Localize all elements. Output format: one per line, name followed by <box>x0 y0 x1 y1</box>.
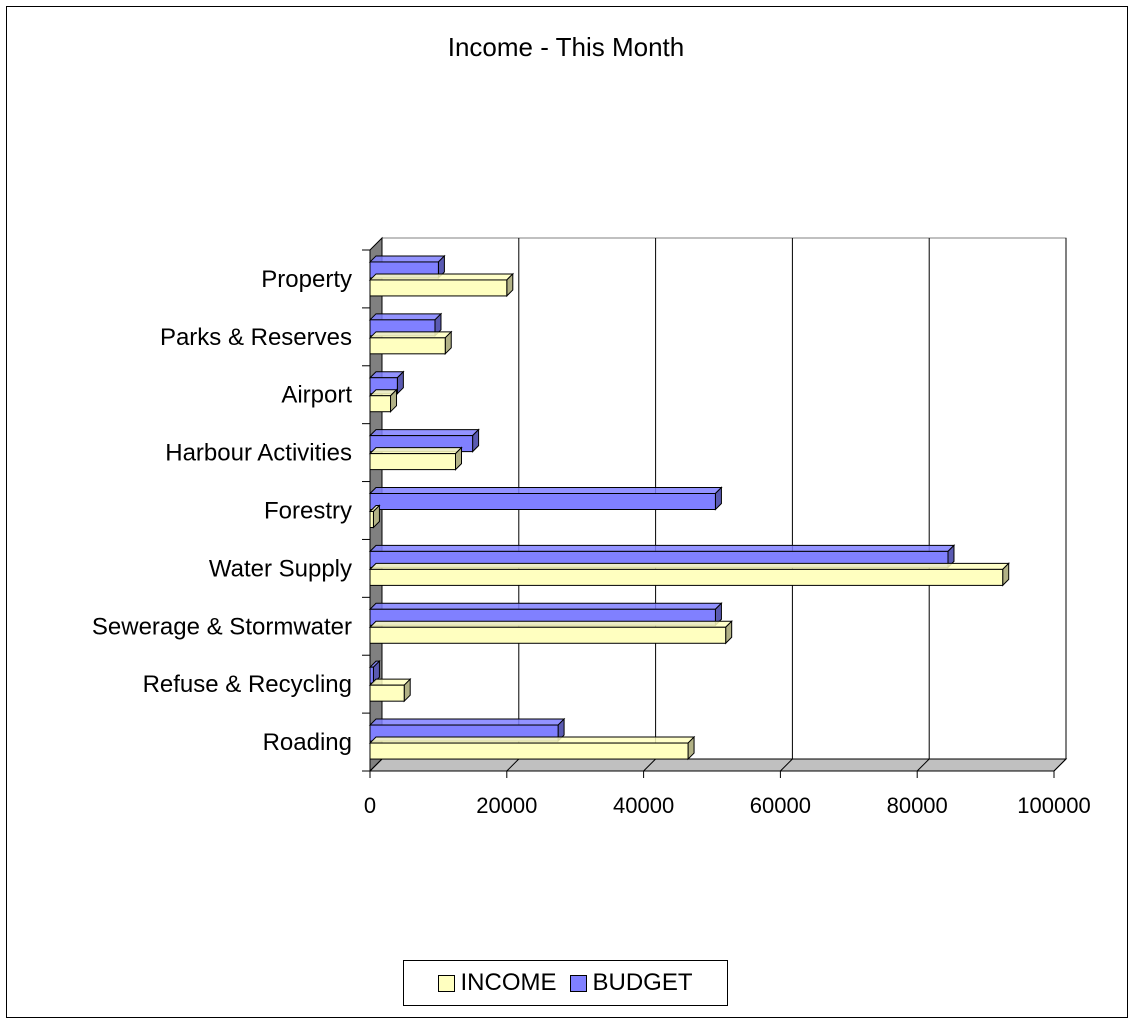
category-label: Water Supply <box>209 555 352 582</box>
bar-income <box>368 562 1010 587</box>
bar-income <box>368 388 398 413</box>
bar-budget-top <box>368 429 480 437</box>
bar-income-top <box>368 736 696 744</box>
bar-income-top <box>368 331 453 339</box>
category-label: Harbour Activities <box>165 440 352 467</box>
bar-income-top <box>368 447 463 455</box>
bar-budget-top <box>368 718 566 726</box>
bar-income <box>368 677 412 703</box>
floor-gridline <box>1053 758 1067 772</box>
chart-title: Income - This Month <box>447 32 685 62</box>
bar-income-front <box>369 395 392 413</box>
bar-income-front <box>369 453 456 471</box>
bar-budget-front <box>369 493 716 510</box>
floor-gridline <box>369 758 383 772</box>
bar-income <box>368 446 463 471</box>
bar-income-top <box>368 562 1010 570</box>
bar-income-top <box>368 273 515 281</box>
x-tick-label: 60000 <box>750 793 811 818</box>
category-label: Roading <box>263 729 352 756</box>
bar-income-front <box>369 337 446 355</box>
legend-label-budget: BUDGET <box>592 969 693 996</box>
bar-budget-top <box>368 544 956 552</box>
bar-budget <box>368 370 405 395</box>
legend-swatch-income <box>438 974 456 992</box>
bar-budget-front <box>369 666 374 684</box>
category-label: Property <box>261 266 352 293</box>
bar-income <box>368 272 515 298</box>
x-tick-label: 0 <box>364 793 376 818</box>
legend-item-budget: BUDGET <box>570 969 693 997</box>
bar-income <box>368 620 733 645</box>
floor-gridline <box>780 758 793 772</box>
legend-swatch-budget <box>570 974 588 992</box>
category-label: Sewerage & Stormwater <box>92 613 352 640</box>
bar-income <box>368 330 453 356</box>
x-tick-label: 100000 <box>1017 793 1090 818</box>
bar-income-front <box>369 568 1004 586</box>
category-label: Airport <box>281 382 352 409</box>
bar-income-top <box>368 678 412 686</box>
x-tick-label: 20000 <box>476 793 537 818</box>
x-tick-label: 40000 <box>613 793 674 818</box>
bar-income-front <box>369 626 727 644</box>
floor-gridline <box>643 758 656 772</box>
bar-income-top <box>368 620 733 628</box>
legend-label-income: INCOME <box>460 969 557 996</box>
bar-budget <box>368 486 723 511</box>
floor-gridline <box>506 758 520 772</box>
category-label: Refuse & Recycling <box>143 671 352 698</box>
bar-income-front <box>369 279 508 297</box>
x-tick-label: 80000 <box>887 793 948 818</box>
bar-budget <box>368 659 381 685</box>
bar-budget-top <box>368 255 446 263</box>
bar-budget-top <box>368 487 723 494</box>
bar-income <box>368 504 381 529</box>
bar-budget-top <box>368 313 443 321</box>
floor-gridline <box>916 758 930 772</box>
bar-income-front <box>369 684 405 702</box>
plot-floor <box>368 758 1068 772</box>
bar-income-front <box>369 511 374 528</box>
legend-item-income: INCOME <box>438 969 556 997</box>
category-label: Parks & Reserves <box>160 324 352 351</box>
bar-budget-top <box>368 602 723 610</box>
chart-legend: INCOME BUDGET <box>403 960 728 1006</box>
bar-income-front <box>369 742 689 760</box>
category-label: Forestry <box>264 498 352 525</box>
bar-income <box>368 735 696 761</box>
